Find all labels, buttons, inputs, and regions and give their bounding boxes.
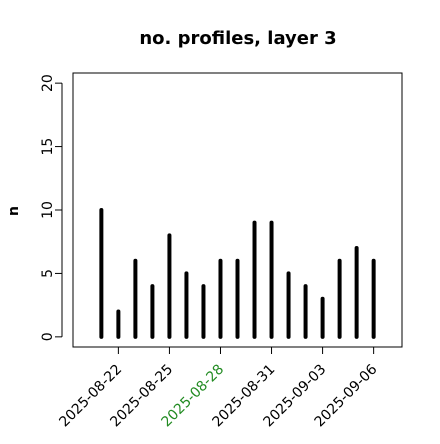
y-axis-label: n (6, 206, 22, 216)
y-tick-label: 20 (40, 74, 56, 92)
y-tick-label: 5 (40, 269, 56, 278)
chart-title: no. profiles, layer 3 (139, 28, 336, 49)
y-tick-label: 0 (40, 332, 56, 341)
y-tick-label: 15 (40, 138, 56, 156)
y-tick-label: 10 (40, 201, 56, 219)
